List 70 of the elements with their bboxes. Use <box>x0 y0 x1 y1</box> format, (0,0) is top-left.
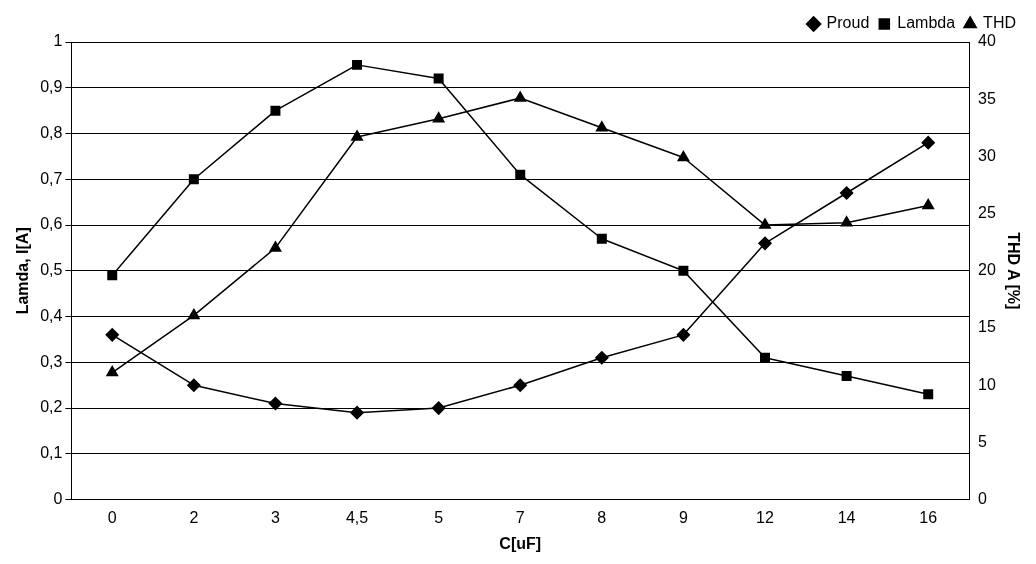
point <box>105 328 119 342</box>
point <box>270 105 281 116</box>
point <box>595 350 609 365</box>
x-tick-label: 8 <box>597 508 607 526</box>
point <box>431 401 446 415</box>
point <box>515 169 526 180</box>
point <box>758 236 772 251</box>
legend-label: THD <box>983 14 1017 32</box>
point <box>596 233 607 244</box>
x-tick-label: 7 <box>515 508 525 526</box>
y-tick-label: 0,7 <box>40 169 63 187</box>
point <box>841 371 852 382</box>
point <box>760 352 771 363</box>
point <box>921 135 935 150</box>
x-tick-label: 16 <box>919 508 938 526</box>
y2-tick-label: 30 <box>978 146 996 164</box>
y2-tick-label: 15 <box>978 318 996 336</box>
point <box>513 378 527 392</box>
point <box>839 186 854 200</box>
x-tick-label: 4,5 <box>345 508 369 526</box>
point <box>106 365 119 377</box>
y-tick-label: 0,8 <box>40 123 63 141</box>
point <box>595 121 608 132</box>
y2-tick-label: 25 <box>978 204 996 222</box>
point <box>432 111 445 123</box>
y-tick-label: 0,5 <box>40 261 63 279</box>
y-tick-label: 0,1 <box>40 444 63 462</box>
legend-label: Proud <box>826 14 870 32</box>
point <box>268 396 283 411</box>
y-tick-label: 0,6 <box>40 215 63 233</box>
x-tick-label: 0 <box>107 508 117 526</box>
y2-tick-label: 35 <box>978 89 996 107</box>
x-tick-label: 3 <box>270 508 280 526</box>
point <box>187 308 200 320</box>
legend-label: Lambda <box>897 14 956 32</box>
point <box>923 389 934 400</box>
point <box>677 150 690 162</box>
point <box>759 218 771 229</box>
y-tick-label: 0,2 <box>40 398 63 416</box>
y2-axis-title: THD A [%] <box>1004 232 1022 310</box>
point <box>433 73 444 84</box>
point <box>352 59 363 70</box>
y-tick-label: 0,9 <box>40 78 63 96</box>
point <box>187 378 201 392</box>
x-tick-label: 14 <box>837 508 856 526</box>
point <box>188 174 199 185</box>
y2-tick-label: 5 <box>978 432 987 450</box>
point <box>514 91 527 102</box>
y-tick-label: 0,4 <box>40 306 63 324</box>
point <box>107 270 118 281</box>
y2-tick-label: 40 <box>978 32 996 50</box>
y2-tick-label: 0 <box>978 490 987 508</box>
point <box>678 265 689 276</box>
y-axis-title: Lamda, I[A] <box>14 227 32 315</box>
y-tick-label: 1 <box>53 32 63 50</box>
point <box>676 328 691 342</box>
x-tick-label: 12 <box>756 508 775 526</box>
y-tick-label: 0 <box>53 490 63 508</box>
point <box>350 405 364 420</box>
y2-tick-label: 10 <box>978 375 996 393</box>
x-axis-title: C[uF] <box>499 534 542 552</box>
x-tick-label: 9 <box>678 508 688 526</box>
point <box>840 216 853 227</box>
y-tick-label: 0,3 <box>40 352 63 370</box>
x-tick-label: 2 <box>189 508 199 526</box>
y2-tick-label: 20 <box>978 261 996 279</box>
point <box>351 130 363 141</box>
point <box>922 198 935 210</box>
point <box>269 241 282 252</box>
x-tick-label: 5 <box>434 508 444 526</box>
